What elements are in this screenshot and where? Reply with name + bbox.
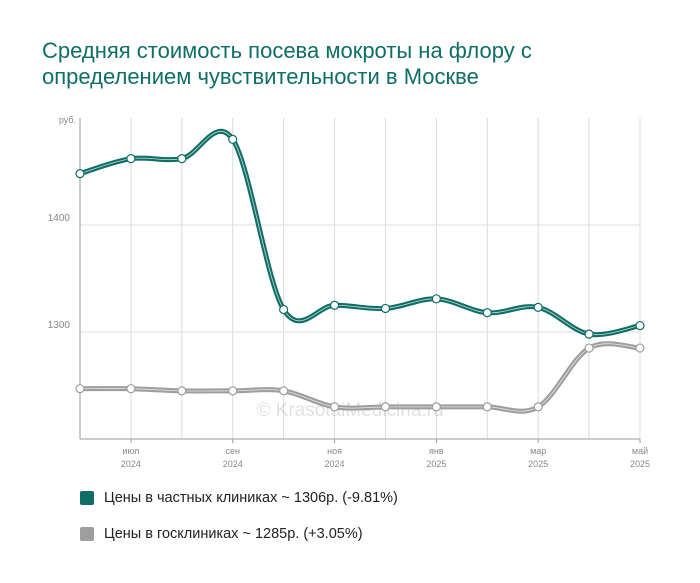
data-point-public[interactable] [126, 384, 136, 394]
x-tick-month: янв [429, 446, 444, 456]
x-tick-year: 2024 [223, 459, 243, 469]
data-point-private[interactable] [533, 302, 543, 312]
data-point-public[interactable] [482, 402, 492, 412]
data-point-public[interactable] [329, 402, 340, 412]
data-point-public[interactable] [75, 384, 85, 394]
legend-item-public[interactable]: Цены в госклиниках ~ 1285р. (+3.05%) [80, 524, 398, 544]
data-point-private[interactable] [380, 303, 391, 314]
x-tick-year: 2025 [630, 459, 650, 469]
x-tick-month: июл [122, 446, 139, 456]
series-layer [75, 128, 645, 414]
legend-item-private[interactable]: Цены в частных клиниках ~ 1306р. (-9.81%… [80, 488, 398, 508]
grid [79, 118, 641, 439]
y-unit-label: руб. [59, 115, 76, 125]
data-point-private[interactable] [329, 300, 340, 310]
data-point-private[interactable] [279, 304, 289, 315]
data-point-public[interactable] [431, 402, 441, 412]
data-point-public[interactable] [380, 402, 391, 412]
legend-swatch-public [80, 527, 94, 541]
y-tick-label: 1300 [48, 320, 71, 331]
x-tick-year: 2025 [426, 459, 446, 469]
x-tick-year: 2024 [325, 459, 345, 469]
legend-swatch-private [80, 491, 94, 505]
data-point-private[interactable] [75, 169, 85, 179]
data-point-private[interactable] [482, 308, 492, 318]
series-line-private [77, 128, 643, 338]
data-point-public[interactable] [279, 386, 289, 396]
data-point-private[interactable] [431, 294, 441, 304]
x-tick-month: май [632, 446, 648, 456]
chart-title: Средняя стоимость посева мокроты на флор… [42, 38, 532, 89]
data-point-public[interactable] [533, 402, 543, 412]
watermark: © KrasotaiMedicina.ru [256, 400, 443, 421]
data-point-private[interactable] [126, 154, 136, 164]
legend-label-private: Цены в частных клиниках ~ 1306р. (-9.81%… [104, 490, 398, 506]
legend-label-public: Цены в госклиниках ~ 1285р. (+3.05%) [104, 526, 363, 542]
data-point-public[interactable] [177, 386, 187, 396]
y-tick-label: 1400 [48, 213, 71, 224]
data-point-private[interactable] [584, 329, 594, 339]
data-point-private[interactable] [177, 154, 187, 164]
x-tick-month: ноя [327, 446, 342, 456]
x-tick-year: 2024 [121, 459, 141, 469]
data-point-private[interactable] [228, 134, 238, 144]
x-tick-year: 2025 [528, 459, 548, 469]
data-point-private[interactable] [635, 320, 645, 331]
legend: Цены в частных клиниках ~ 1306р. (-9.81%… [80, 488, 398, 560]
data-point-public[interactable] [635, 343, 645, 353]
data-point-public[interactable] [584, 343, 594, 353]
x-tick-month: сен [225, 446, 240, 456]
data-point-public[interactable] [228, 386, 238, 396]
x-tick-month: мар [530, 446, 546, 456]
